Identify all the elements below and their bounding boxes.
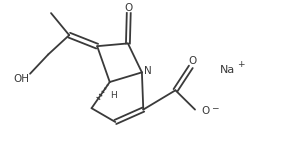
Text: O: O	[201, 106, 210, 116]
Text: +: +	[237, 60, 245, 69]
Text: N: N	[144, 66, 152, 76]
Text: H: H	[110, 91, 116, 100]
Text: O: O	[125, 3, 133, 13]
Text: OH: OH	[14, 74, 30, 84]
Text: −: −	[211, 103, 219, 112]
Text: O: O	[188, 56, 196, 66]
Text: Na: Na	[219, 65, 235, 75]
